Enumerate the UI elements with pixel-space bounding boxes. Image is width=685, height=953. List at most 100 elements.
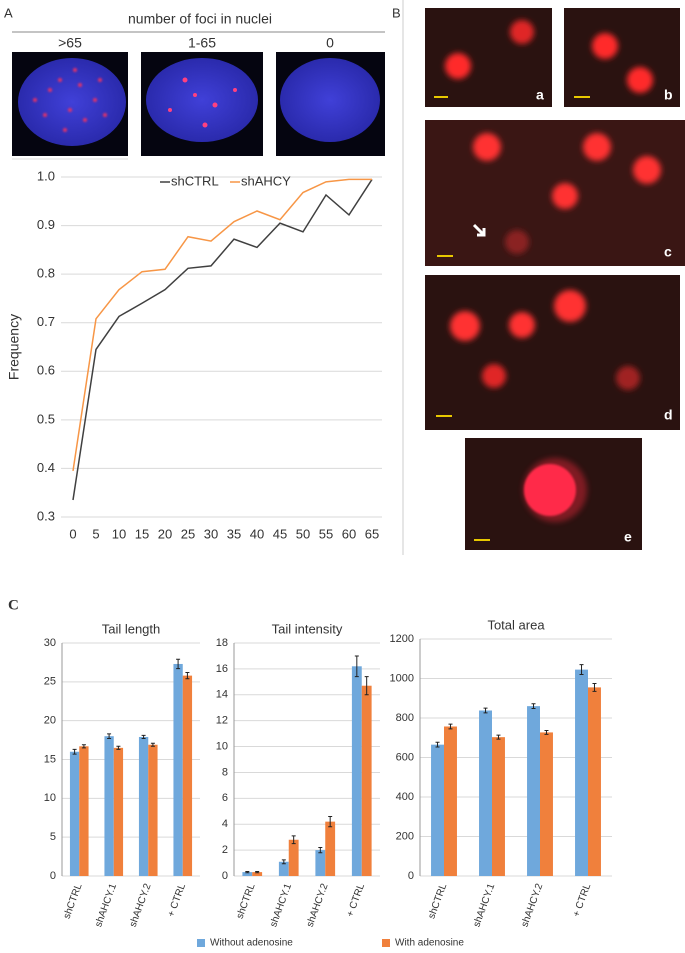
legend-label: shAHCY <box>241 173 291 188</box>
bar <box>113 747 124 876</box>
x-tick-label: + CTRL <box>345 882 367 919</box>
error-bar <box>448 723 453 730</box>
bar <box>492 737 505 876</box>
error-bar <box>579 664 584 676</box>
x-tick-label: 35 <box>227 526 241 541</box>
error-bar <box>255 870 260 874</box>
chart-title: Tail length <box>102 621 161 636</box>
y-tick-label: 0.5 <box>37 411 55 426</box>
y-tick-label: 5 <box>50 831 56 843</box>
y-tick-label: 30 <box>44 637 56 649</box>
y-tick-label: 2 <box>222 844 228 856</box>
y-tick-label: 800 <box>396 712 414 724</box>
y-tick-label: 4 <box>222 818 228 830</box>
error-bar <box>328 815 333 828</box>
error-bar <box>531 703 536 710</box>
x-tick-label: + CTRL <box>166 882 188 919</box>
legend-swatch <box>382 939 390 947</box>
error-bar <box>107 733 112 740</box>
foci-group: 1-65 <box>188 35 216 51</box>
x-tick-label: shAHCY.2 <box>305 882 331 929</box>
error-bar <box>496 734 501 740</box>
y-tick-label: 25 <box>44 676 56 688</box>
bar <box>69 751 80 876</box>
bar <box>588 687 601 876</box>
y-tick-label: 6 <box>222 792 228 804</box>
y-tick-label: 0.4 <box>37 460 55 475</box>
error-bar <box>185 672 190 680</box>
y-tick-label: 1200 <box>390 633 414 645</box>
foci-group: >65 <box>58 35 82 51</box>
x-tick-label: shCTRL <box>426 882 449 921</box>
y-tick-label: 0.3 <box>37 508 55 523</box>
x-tick-label: shAHCY.1 <box>93 882 119 929</box>
error-bar <box>72 748 77 755</box>
legend-swatch <box>197 939 205 947</box>
chart-title: Total area <box>487 617 545 632</box>
bar <box>104 736 114 876</box>
y-tick-label: 600 <box>396 751 414 763</box>
bar <box>325 821 336 876</box>
bar <box>315 850 326 876</box>
y-tick-label: 10 <box>216 740 228 752</box>
y-tick-label: 1.0 <box>37 168 55 183</box>
image-label: e <box>624 529 632 545</box>
y-tick-label: 0.6 <box>37 363 55 378</box>
x-tick-label: 45 <box>273 526 287 541</box>
image-label: a <box>536 87 544 103</box>
panel-label: C <box>8 597 19 613</box>
error-bar <box>291 835 296 845</box>
bar <box>148 744 158 876</box>
image-label: c <box>664 244 672 260</box>
y-tick-label: 8 <box>222 766 228 778</box>
y-tick-label: 20 <box>44 715 56 727</box>
comet-images <box>425 8 685 550</box>
bar <box>182 675 193 876</box>
y-tick-label: 18 <box>216 637 228 649</box>
error-bar <box>592 682 597 692</box>
image-label: d <box>664 407 673 423</box>
x-tick-label: 50 <box>296 526 310 541</box>
bar <box>540 732 553 876</box>
error-bar <box>318 847 323 854</box>
nucleus-images <box>12 52 385 160</box>
x-tick-label: 25 <box>181 526 195 541</box>
x-tick-label: + CTRL <box>571 882 593 919</box>
bar <box>361 685 372 876</box>
y-tick-label: 12 <box>216 715 228 727</box>
error-bar <box>245 870 250 874</box>
bar <box>242 872 253 876</box>
bar <box>527 706 540 876</box>
x-tick-label: 60 <box>342 526 356 541</box>
error-bar <box>141 734 146 740</box>
y-axis-label: Frequency <box>6 314 22 380</box>
image-label: b <box>664 87 673 103</box>
series-line <box>72 179 373 501</box>
error-bar <box>81 744 86 749</box>
y-tick-label: 200 <box>396 830 414 842</box>
chart-title: Tail intensity <box>272 621 343 636</box>
legend-label: With adenosine <box>395 938 464 949</box>
error-bar <box>150 742 155 747</box>
x-tick-label: 65 <box>365 526 379 541</box>
error-bar <box>435 741 440 748</box>
x-tick-label: shAHCY.2 <box>128 882 154 929</box>
y-tick-label: 0 <box>408 870 414 882</box>
error-bar <box>364 676 369 696</box>
x-tick-label: 40 <box>250 526 264 541</box>
error-bar <box>354 655 359 678</box>
bar <box>138 736 149 876</box>
y-tick-label: 1000 <box>390 672 414 684</box>
y-tick-label: 16 <box>216 663 228 675</box>
y-tick-label: 0 <box>50 870 56 882</box>
bar <box>351 666 362 876</box>
panel-label: A <box>4 5 13 20</box>
bar <box>479 710 492 876</box>
y-tick-label: 15 <box>44 753 56 765</box>
error-bar <box>483 707 488 714</box>
error-bar <box>281 859 286 865</box>
bar <box>444 726 457 876</box>
bar <box>278 861 289 876</box>
x-tick-label: 20 <box>158 526 172 541</box>
